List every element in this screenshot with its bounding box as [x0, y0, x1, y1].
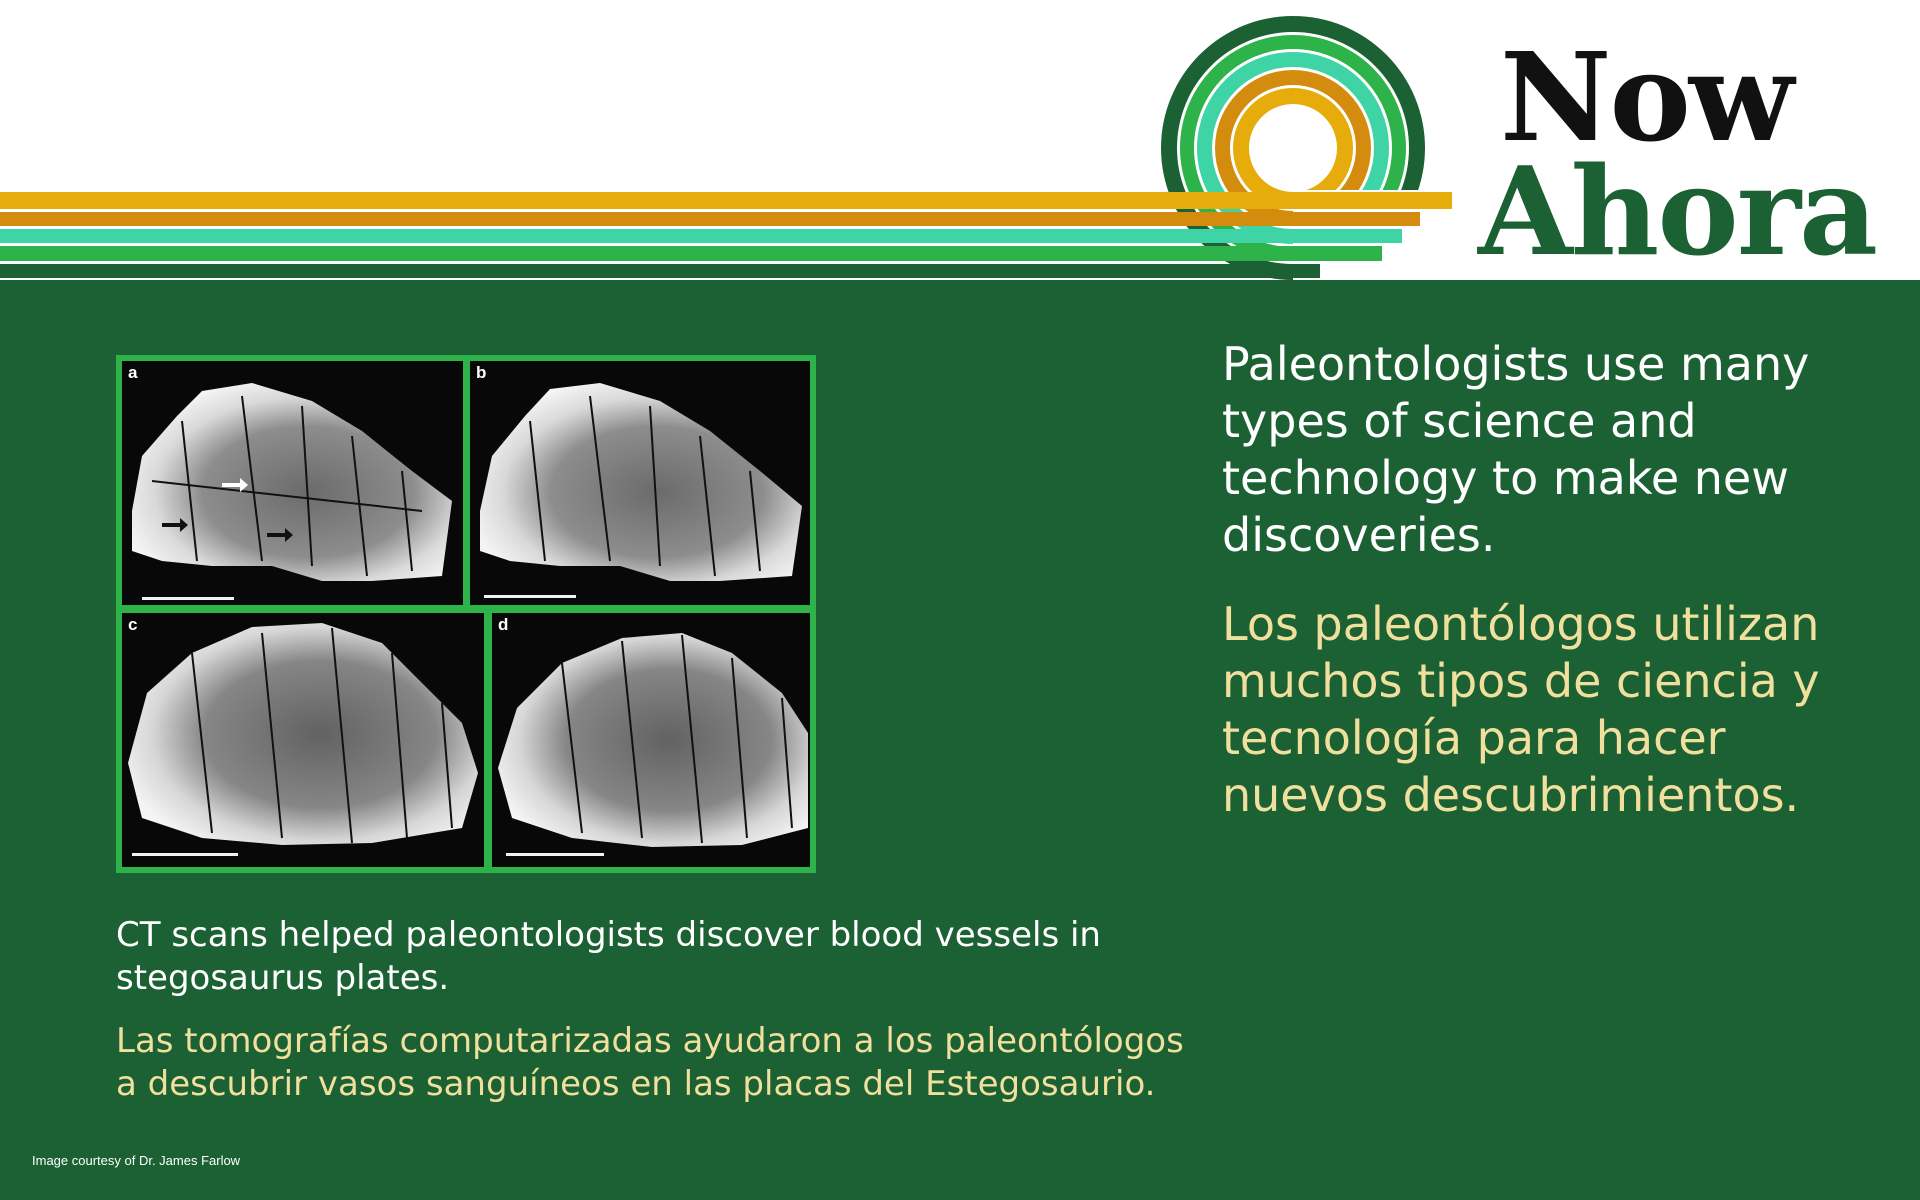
panel-label-a: a — [128, 363, 138, 382]
ct-scan-figure: a b — [116, 355, 816, 873]
ct-scan-panel-d: d — [492, 613, 810, 867]
panel-label-d: d — [498, 615, 509, 634]
main-statement-es: Los paleontólogos utilizan muchos tipos … — [1222, 597, 1820, 822]
ct-scan-panel-a: a — [122, 361, 463, 605]
ct-scan-image — [128, 623, 478, 845]
panel-label-c: c — [128, 615, 138, 634]
ct-scan-panel-b: b — [470, 361, 810, 605]
ct-scan-panel-c: c — [122, 613, 484, 867]
scale-bar — [484, 595, 576, 598]
rainbow-stripes-logo — [0, 16, 1920, 282]
main-statement-en: Paleontologists use many types of scienc… — [1222, 337, 1810, 562]
caption-es: Las tomografías computarizadas ayudaron … — [116, 1021, 1184, 1104]
image-credit: Image courtesy of Dr. James Farlow — [32, 1153, 241, 1168]
header-banner: Now Ahora — [0, 0, 1920, 282]
panel-label-b: b — [476, 363, 487, 382]
ct-scan-image — [480, 383, 802, 581]
title-now: Now — [1500, 25, 1794, 169]
caption-en: CT scans helped paleontologists discover… — [116, 915, 1101, 998]
ct-scan-image — [132, 383, 452, 581]
scale-bar — [506, 853, 604, 856]
scale-bar — [142, 597, 234, 600]
title-ahora: Ahora — [1478, 139, 1878, 283]
scale-bar — [132, 853, 238, 856]
ct-scan-image — [498, 633, 808, 847]
